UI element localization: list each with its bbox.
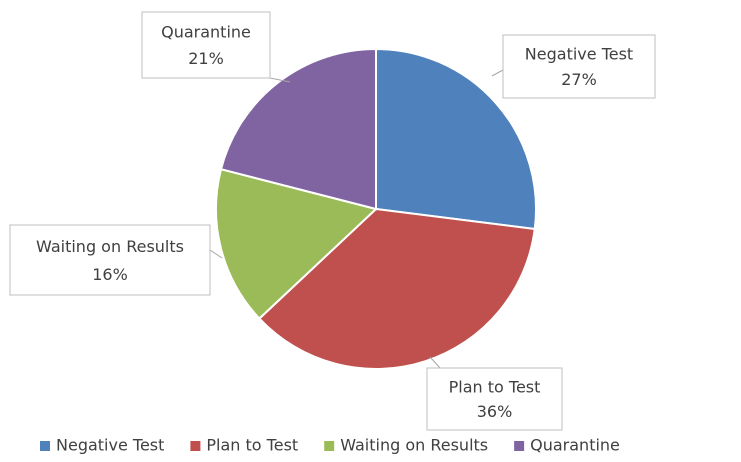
slice-label: Negative Test bbox=[525, 45, 633, 64]
slice-value-label: 16% bbox=[92, 265, 128, 284]
label-box bbox=[426, 367, 563, 431]
pie-slice bbox=[215, 167, 379, 320]
legend-label: Plan to Test bbox=[206, 436, 298, 455]
leader-line bbox=[269, 77, 291, 83]
slice-value-label: 36% bbox=[477, 402, 513, 421]
slice-value-label: 27% bbox=[561, 70, 597, 89]
label-box bbox=[141, 11, 271, 79]
legend-label: Quarantine bbox=[530, 436, 620, 455]
slice-label: Waiting on Results bbox=[36, 237, 184, 256]
leader-line bbox=[491, 69, 504, 77]
pie-slice bbox=[257, 207, 536, 370]
legend-label: Waiting on Results bbox=[340, 436, 488, 455]
slice-value-label: 21% bbox=[188, 49, 224, 68]
leader-line bbox=[429, 356, 441, 369]
slice-label: Plan to Test bbox=[449, 377, 541, 396]
leader-line bbox=[209, 249, 223, 259]
label-box bbox=[502, 34, 656, 99]
legend-marker bbox=[40, 441, 50, 451]
legend-marker bbox=[324, 441, 335, 451]
pie-slice bbox=[375, 47, 537, 231]
pie-slice bbox=[219, 47, 377, 211]
slice-label: Quarantine bbox=[161, 23, 251, 42]
legend-marker bbox=[514, 441, 525, 451]
legend-label: Negative Test bbox=[56, 436, 164, 455]
label-box bbox=[9, 224, 211, 296]
legend-marker bbox=[190, 441, 201, 451]
